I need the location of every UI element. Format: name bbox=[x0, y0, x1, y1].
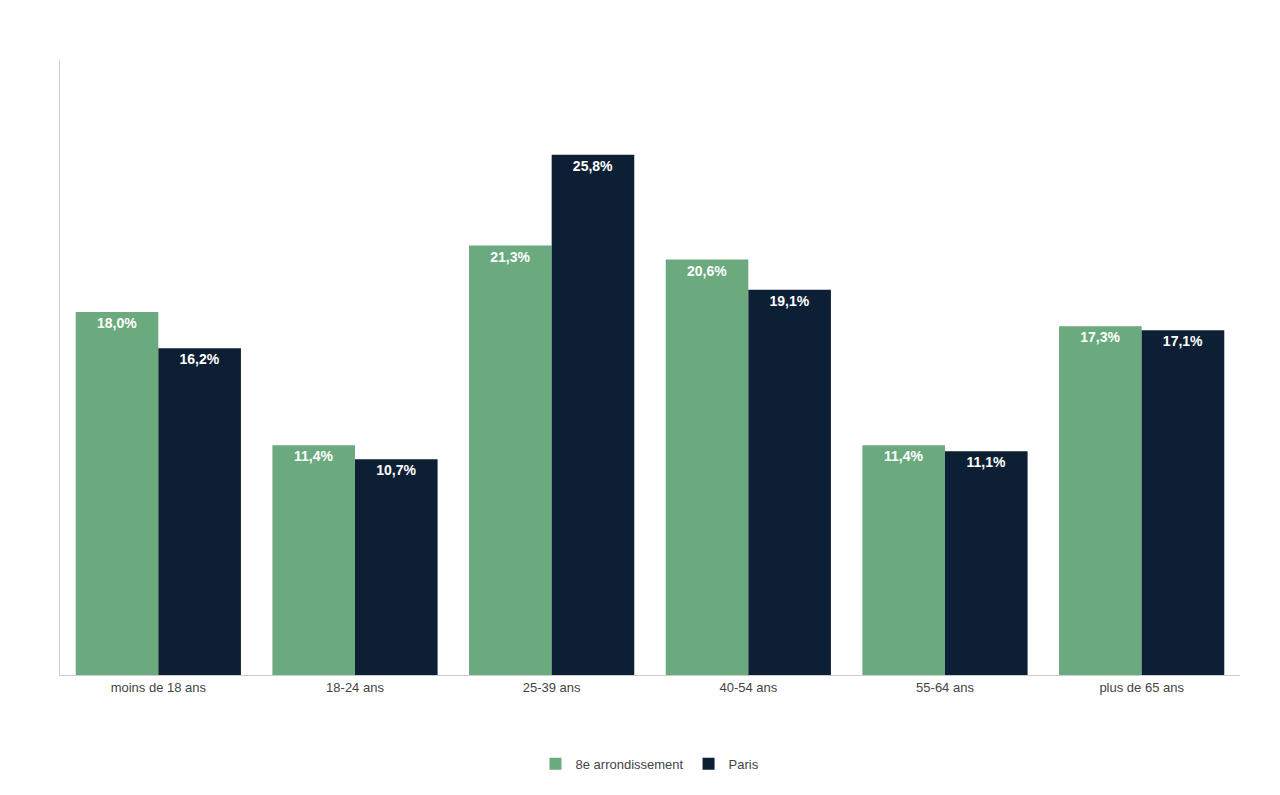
svg-text:11,4%: 11,4% bbox=[294, 448, 333, 464]
svg-text:19,1%: 19,1% bbox=[770, 293, 810, 309]
svg-text:8e arrondissement: 8e arrondissement bbox=[576, 757, 684, 772]
svg-text:plus de 65 ans: plus de 65 ans bbox=[1099, 680, 1184, 695]
svg-text:18-24 ans: 18-24 ans bbox=[326, 680, 384, 695]
svg-text:18,0%: 18,0% bbox=[97, 315, 137, 331]
svg-text:25-39 ans: 25-39 ans bbox=[523, 680, 581, 695]
svg-text:21,3%: 21,3% bbox=[490, 249, 530, 265]
svg-text:moins de 18 ans: moins de 18 ans bbox=[111, 680, 207, 695]
svg-text:40-54 ans: 40-54 ans bbox=[719, 680, 777, 695]
svg-text:25,8%: 25,8% bbox=[573, 158, 613, 174]
svg-text:17,3%: 17,3% bbox=[1080, 329, 1120, 345]
svg-text:11,4%: 11,4% bbox=[884, 448, 923, 464]
svg-text:20,6%: 20,6% bbox=[687, 263, 727, 279]
svg-text:55-64 ans: 55-64 ans bbox=[916, 680, 974, 695]
svg-text:10,7%: 10,7% bbox=[376, 462, 416, 478]
svg-text:Paris: Paris bbox=[729, 757, 759, 772]
svg-text:16,2%: 16,2% bbox=[180, 351, 220, 367]
svg-text:17,1%: 17,1% bbox=[1163, 333, 1203, 349]
svg-text:11,1%: 11,1% bbox=[967, 454, 1006, 470]
